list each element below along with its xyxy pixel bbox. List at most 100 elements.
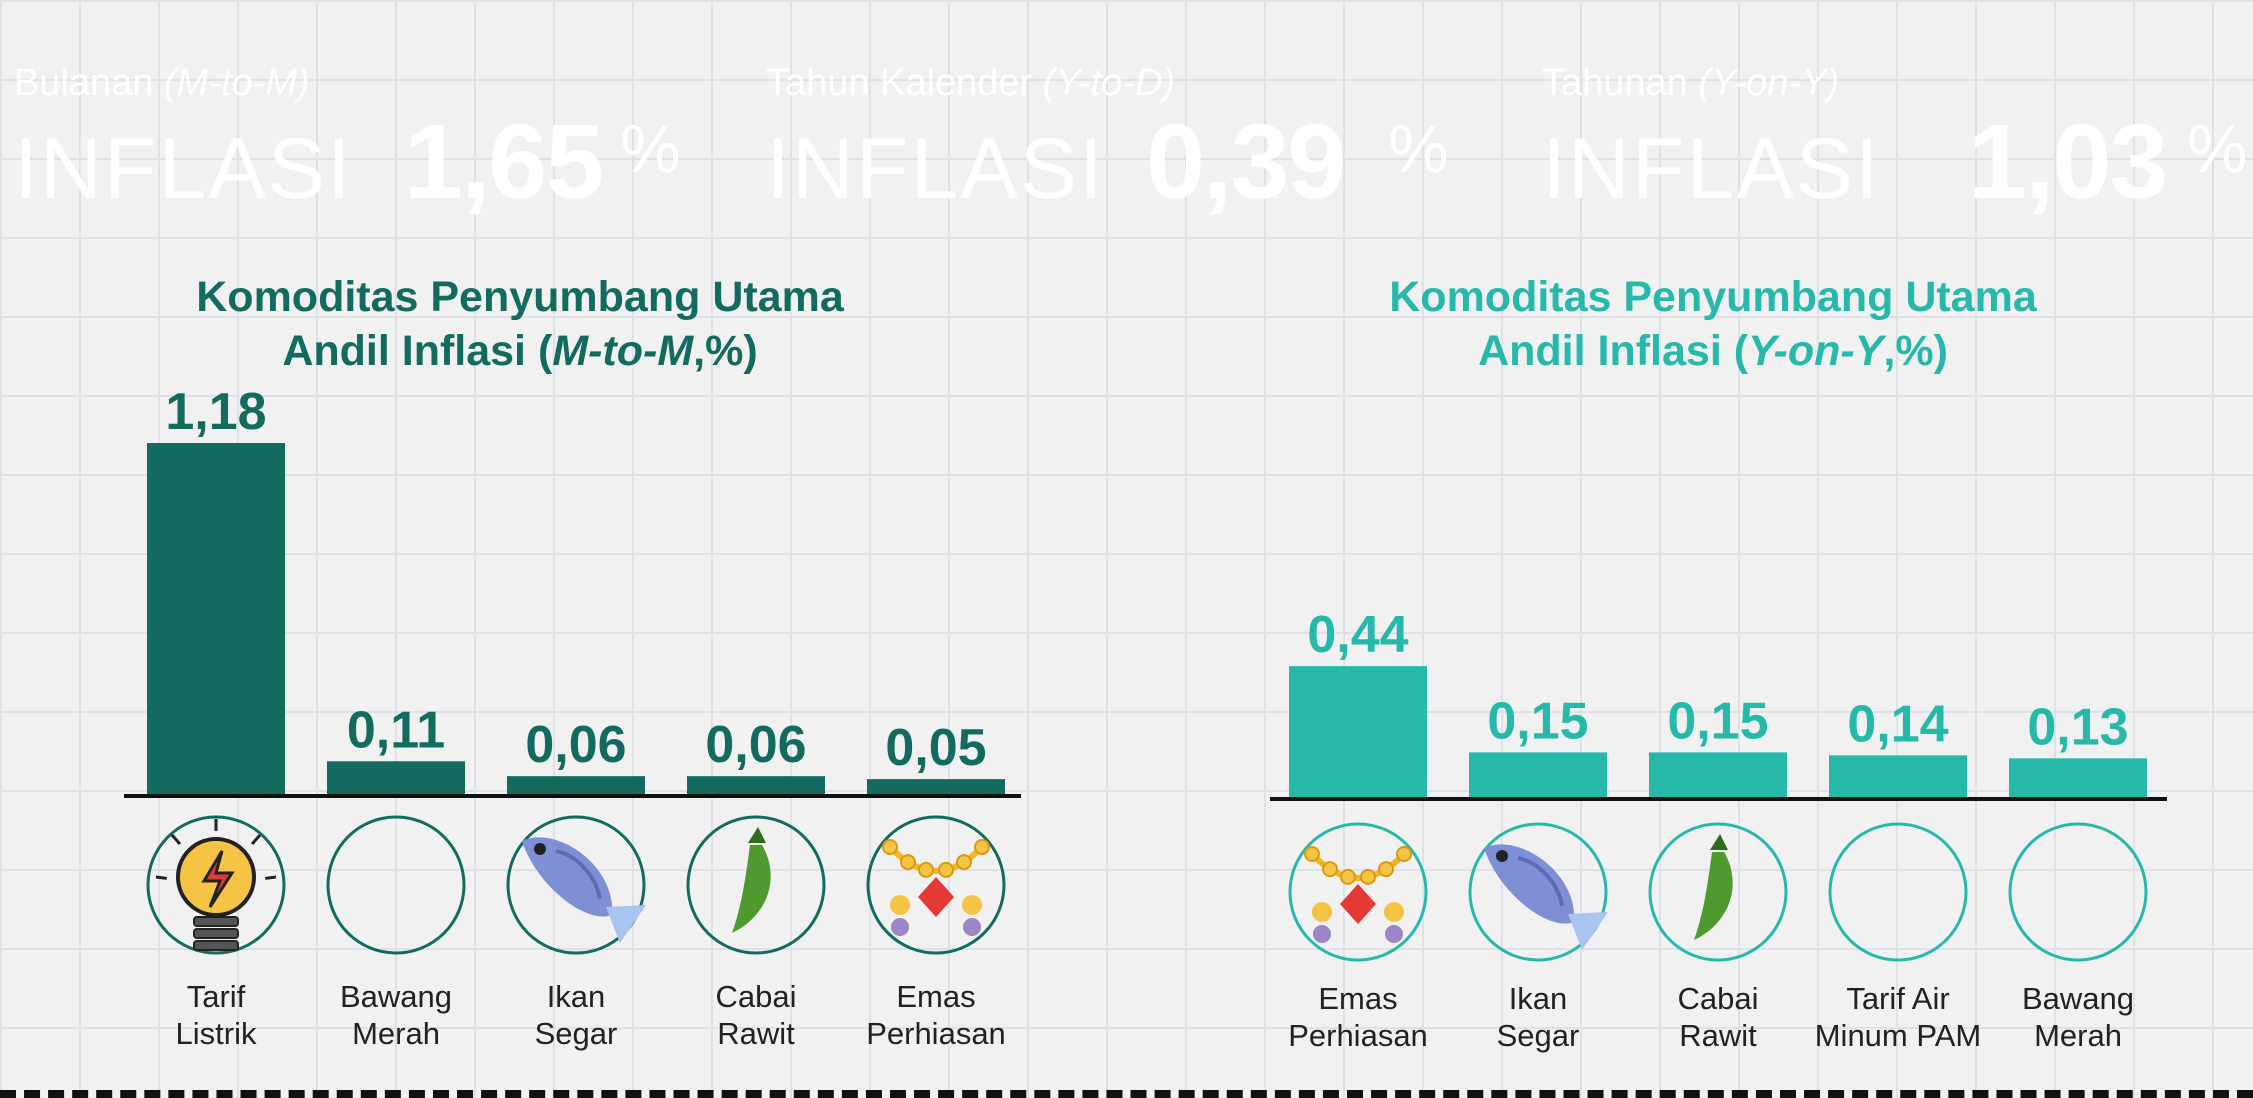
card-unit: % (2187, 111, 2248, 187)
category-label: Cabai Rawit (656, 978, 856, 1052)
bar-value-label: 0,15 (1487, 692, 1588, 750)
bar-value-label: 0,05 (885, 719, 986, 777)
bar (1289, 666, 1427, 797)
necklace-bead (1304, 846, 1320, 862)
bulb-base (193, 928, 239, 939)
icon-circle (2008, 822, 2148, 962)
category-label: Cabai Rawit (1618, 980, 1818, 1054)
fish-icon (1484, 844, 1608, 950)
bar-value-label: 0,11 (347, 701, 445, 759)
chili-stem (1710, 834, 1728, 850)
necklace-bead (918, 861, 934, 878)
necklace-icon (1304, 846, 1412, 943)
fish-icon (522, 837, 646, 943)
bar (867, 779, 1005, 794)
card-ytd: Tahun Kalender (Y-to-D) INFLASI 0,39 % (729, 38, 1472, 223)
earring-top (962, 895, 982, 915)
earring-drop (963, 918, 981, 936)
category-label-line: Segar (534, 1016, 618, 1051)
bar-value-label: 0,13 (2027, 698, 2128, 756)
category-label: Emas Perhiasan (836, 978, 1036, 1052)
lightbulb-icon (155, 819, 277, 951)
chart-title-line1: Komoditas Penyumbang Utama (196, 273, 844, 321)
chart-title-mtm: Komoditas Penyumbang Utama Andil Inflasi… (170, 270, 870, 378)
chart-title-italic: M-to-M (552, 327, 694, 375)
category-label-line: Tarif (186, 979, 246, 1014)
earring-drop (1313, 925, 1331, 943)
bolt-shape (201, 850, 235, 908)
category-label: Tarif Listrik (116, 978, 316, 1052)
bulb-ray (170, 834, 182, 845)
bar-value-label: 1,18 (165, 383, 266, 441)
bar (2009, 758, 2147, 797)
chili-body (732, 845, 771, 933)
fish-body (522, 837, 613, 917)
icon-circle (1468, 822, 1608, 962)
fish-stripe (1517, 856, 1564, 907)
category-label-line: Segar (1496, 1018, 1580, 1053)
earring-top (1312, 902, 1332, 922)
category-label: Emas Perhiasan (1258, 980, 1458, 1054)
card-word: INFLASI (766, 121, 1105, 217)
necklace-bead (1396, 846, 1412, 862)
necklace-bead (974, 839, 990, 855)
icon-circle (686, 815, 826, 955)
fish-tail (1568, 912, 1608, 950)
bar (327, 761, 465, 794)
bar (507, 776, 645, 794)
category-label-line: Minum PAM (1814, 1018, 1982, 1053)
fish-eye (1496, 850, 1508, 862)
icon-circle (1828, 822, 1968, 962)
category-label-line: Cabai (1677, 981, 1759, 1016)
chart-title-line1: Komoditas Penyumbang Utama (1389, 273, 2037, 321)
bulb-ray (265, 875, 277, 880)
category-label-line: Emas (896, 979, 976, 1014)
necklace-bead (1378, 861, 1394, 878)
fish-eye (534, 843, 546, 855)
bar (1829, 755, 1967, 797)
necklace-bead (956, 854, 972, 871)
chart-title-prefix: Andil Inflasi ( (1478, 327, 1749, 375)
card-word: INFLASI (1542, 121, 1881, 217)
bulb-base (193, 940, 239, 951)
card-period-abbr: (Y-to-D) (1042, 62, 1176, 104)
card-period: Tahun Kalender (Y-to-D) (766, 62, 1175, 105)
category-label-line: Tarif Air (1846, 981, 1950, 1016)
category-label-line: Perhiasan (1288, 1018, 1428, 1053)
category-label-line: Merah (352, 1016, 440, 1051)
icon-circle (506, 815, 646, 955)
chili-icon (732, 827, 771, 933)
category-label-line: Cabai (715, 979, 797, 1014)
card-mtm: Bulanan (M-to-M) INFLASI 1,65 % (0, 38, 695, 223)
necklace-chain (1309, 851, 1407, 881)
category-label-line: Emas (1318, 981, 1398, 1016)
necklace-chain (887, 844, 985, 874)
bar (1649, 752, 1787, 797)
bar-value-label: 0,15 (1667, 692, 1768, 750)
card-period: Tahunan (Y-on-Y) (1542, 62, 1839, 105)
category-label-line: Merah (2034, 1018, 2122, 1053)
earring-drop (891, 918, 909, 936)
bulb-ray (250, 834, 262, 845)
earring-top (1384, 902, 1404, 922)
icon-circle (1288, 822, 1428, 962)
card-period-abbr: (Y-on-Y) (1698, 62, 1840, 104)
card-value: 1,03 (1968, 103, 2168, 221)
category-label-line: Perhiasan (866, 1016, 1006, 1051)
card-value: 1,65 (404, 103, 604, 221)
category-label-line: Ikan (546, 979, 606, 1014)
category-label: Tarif Air Minum PAM (1798, 980, 1998, 1054)
necklace-bead (1340, 868, 1356, 885)
earring-top (890, 895, 910, 915)
bulb-base (193, 916, 239, 927)
icon-circle (866, 815, 1006, 955)
card-period: Bulanan (M-to-M) (14, 62, 310, 105)
category-label-line: Bawang (339, 979, 453, 1014)
earring-drop (1385, 925, 1403, 943)
necklace-gem (918, 877, 954, 917)
bulb-ray (155, 875, 167, 880)
bar-value-label: 0,06 (525, 716, 626, 774)
necklace-icon (882, 839, 990, 936)
necklace-bead (938, 861, 954, 878)
